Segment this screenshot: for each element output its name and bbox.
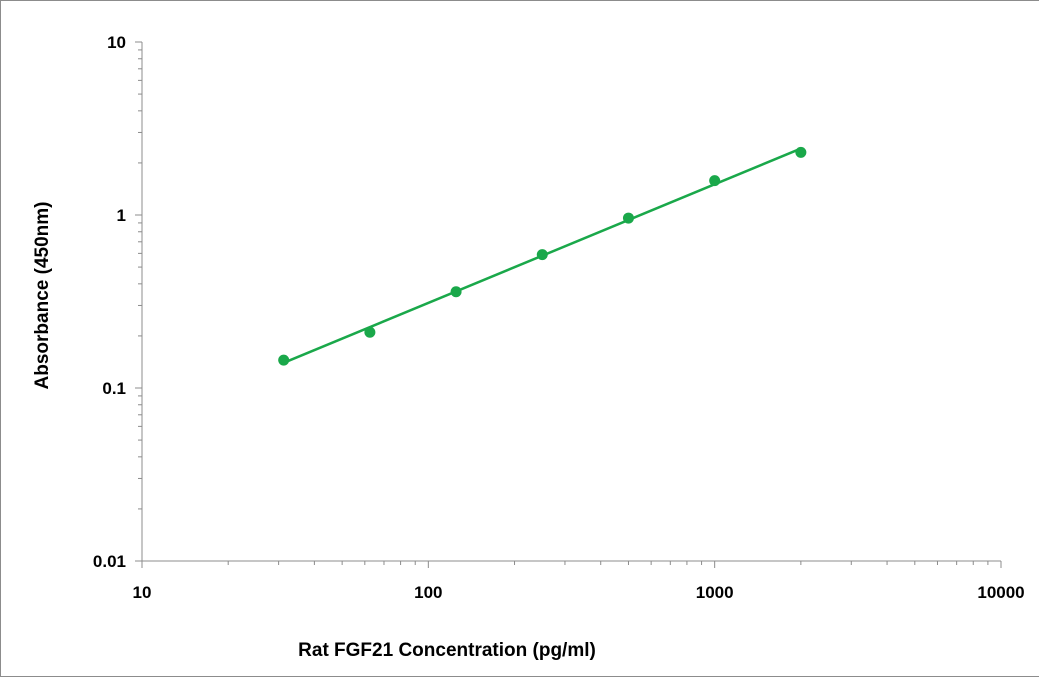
y-axis-ticks xyxy=(135,41,142,562)
data-point xyxy=(622,212,634,224)
x-axis-ticks xyxy=(141,561,1002,568)
data-point xyxy=(709,175,721,187)
x-tick-label: 100 xyxy=(414,583,442,602)
data-point xyxy=(450,286,462,298)
data-point xyxy=(278,354,290,366)
data-point xyxy=(536,249,548,261)
axes xyxy=(135,41,1002,568)
x-tick-label: 10 xyxy=(133,583,152,602)
data-point xyxy=(364,326,376,338)
y-tick-labels: 0.01 0.1 1 10 xyxy=(93,33,126,571)
x-axis-title: Rat FGF21 Concentration (pg/ml) xyxy=(298,640,596,661)
y-tick-label: 0.01 xyxy=(93,552,126,571)
x-tick-labels: 10 100 1000 10000 xyxy=(133,583,1025,602)
data-point xyxy=(795,146,807,158)
y-tick-label: 10 xyxy=(107,33,126,52)
y-tick-label: 1 xyxy=(117,206,126,225)
y-axis-title: Absorbance (450nm) xyxy=(32,202,53,390)
y-tick-label: 0.1 xyxy=(102,379,126,398)
x-tick-label: 10000 xyxy=(977,583,1024,602)
x-tick-label: 1000 xyxy=(696,583,734,602)
data-points xyxy=(278,146,807,366)
